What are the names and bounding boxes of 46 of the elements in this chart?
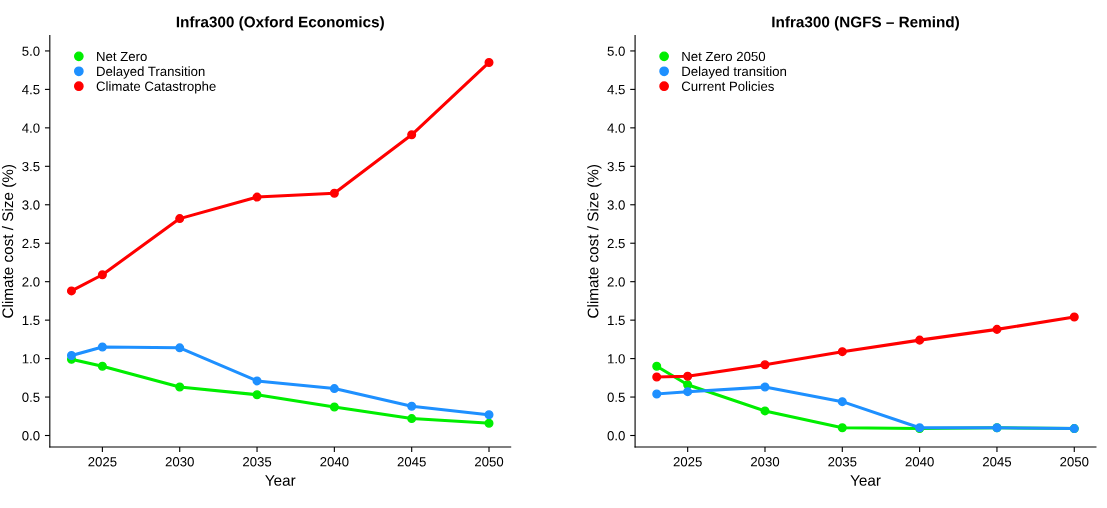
- x-tick-label: 2050: [1060, 457, 1089, 467]
- x-tick-label: 2035: [243, 457, 272, 467]
- y-tick-label: 1.5: [608, 315, 625, 326]
- x-axis-title: Year: [850, 475, 881, 486]
- x-tick-label: 2025: [673, 457, 702, 467]
- legend-label: Net Zero: [97, 51, 147, 62]
- legend-label: Delayed transition: [682, 66, 787, 79]
- y-tick-label: 4.0: [607, 123, 625, 133]
- y-tick-label: 0.0: [607, 431, 625, 441]
- x-tick-label: 2035: [828, 457, 857, 467]
- y-tick-label: 2.0: [22, 277, 40, 287]
- y-tick-label: 1.0: [608, 354, 625, 364]
- x-tick-label: 2045: [397, 457, 426, 467]
- y-tick-label: 3.5: [607, 161, 625, 172]
- x-tick-label: 2050: [475, 457, 504, 467]
- y-tick-label: 1.0: [22, 354, 40, 364]
- x-tick-label: 2045: [982, 457, 1012, 467]
- y-tick-label: 4.5: [22, 85, 40, 95]
- chart-title: Infra300 (Oxford Economics): [176, 16, 384, 31]
- legend-label: Delayed Transition: [97, 66, 205, 79]
- y-tick-label: 5.0: [22, 46, 40, 56]
- y-tick-label: 4.0: [22, 123, 40, 133]
- x-tick-label: 2025: [88, 457, 117, 467]
- y-tick-label: 0.5: [607, 392, 625, 402]
- y-tick-label: 0.5: [22, 392, 40, 402]
- x-tick-label: 2040: [320, 457, 349, 467]
- y-tick-label: 3.0: [22, 200, 40, 210]
- legend-label: Net Zero 2050: [682, 51, 766, 62]
- x-tick-label: 2030: [165, 457, 194, 467]
- chart-title: Infra300 (NGFS – Remind): [772, 16, 959, 31]
- y-axis-title: Climate cost / Size (%): [587, 164, 602, 318]
- y-tick-label: 5.0: [607, 46, 625, 56]
- y-tick-label: 2.5: [607, 238, 625, 249]
- y-tick-label: 2.5: [22, 238, 40, 249]
- y-tick-label: 1.5: [22, 315, 40, 326]
- y-tick-label: 2.0: [607, 277, 625, 287]
- x-axis-title: Year: [265, 475, 296, 486]
- x-tick-label: 2040: [905, 457, 934, 467]
- y-tick-label: 3.0: [607, 200, 625, 210]
- legend-label: Current Policies: [681, 81, 774, 91]
- y-tick-label: 4.5: [607, 85, 625, 95]
- y-axis-title: Climate cost / Size (%): [1, 164, 17, 318]
- y-tick-label: 3.5: [22, 161, 40, 172]
- y-tick-label: 0.0: [22, 431, 40, 441]
- x-tick-label: 2030: [750, 457, 780, 467]
- legend-label: Climate Catastrophe: [96, 81, 216, 94]
